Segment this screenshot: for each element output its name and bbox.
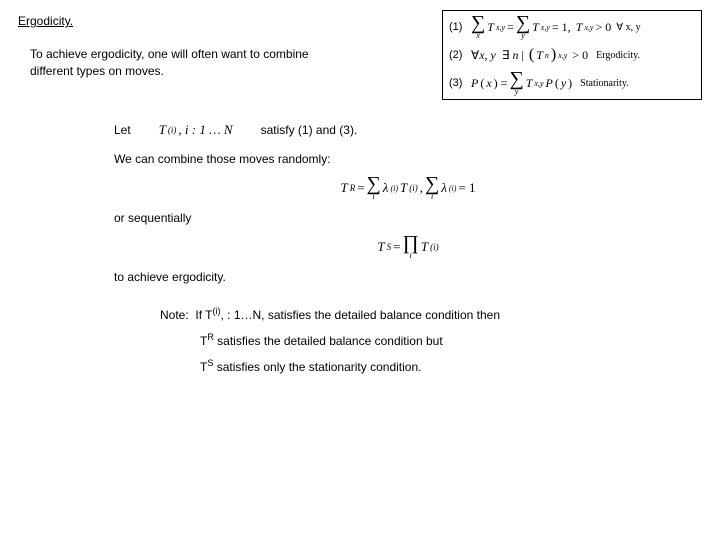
eq-number: (2) (449, 49, 471, 61)
eq-math-3: P(x) = ∑y Tx,y P(y) Stationarity. (471, 71, 629, 96)
note-line-1: Note: If T(i), : 1…N, satisfies the deta… (160, 306, 702, 322)
let-expr: T(i), i : 1 … N (159, 122, 233, 138)
eq-row-2: (2) ∀x, y ∃ n | (Tn)x,y > 0 Ergodicity. (449, 41, 695, 69)
eq-row-3: (3) P(x) = ∑y Tx,y P(y) Stationarity. (449, 69, 695, 97)
formula-TR: TR = ∑i λ(i) T(i) , ∑i λ(i) = 1 (114, 176, 702, 201)
eq2-tail: Ergodicity. (596, 50, 640, 61)
main-block: Let T(i), i : 1 … N satisfy (1) and (3).… (114, 122, 702, 284)
let-line: Let T(i), i : 1 … N satisfy (1) and (3). (114, 122, 702, 138)
achieve-text: to achieve ergodicity. (114, 270, 702, 284)
eq3-tail: Stationarity. (580, 78, 629, 89)
intro-text: To achieve ergodicity, one will often wa… (30, 46, 330, 80)
note-prefix: Note: (160, 308, 189, 322)
eq-math-2: ∀x, y ∃ n | (Tn)x,y > 0 Ergodicity. (471, 46, 640, 64)
eq-row-1: (1) ∑x Tx,y = ∑y Tx,y = 1, Tx,y > 0 ∀ x,… (449, 13, 695, 41)
eq-math-1: ∑x Tx,y = ∑y Tx,y = 1, Tx,y > 0 ∀ x, y (471, 15, 641, 40)
note-block: Note: If T(i), : 1…N, satisfies the deta… (160, 306, 702, 374)
eq-number: (3) (449, 77, 471, 89)
orseq-text: or sequentially (114, 211, 702, 225)
note-line-2: TR satisfies the detailed balance condit… (200, 332, 702, 348)
let-label: Let (114, 123, 131, 137)
equation-box: (1) ∑x Tx,y = ∑y Tx,y = 1, Tx,y > 0 ∀ x,… (442, 10, 702, 100)
let-tail: satisfy (1) and (3). (261, 123, 358, 137)
eq1-tail: ∀ x, y (616, 22, 640, 33)
note-line-3: TS satisfies only the stationarity condi… (200, 358, 702, 374)
formula-TS: TS = ∏i T(i) (114, 235, 702, 260)
eq-number: (1) (449, 21, 471, 33)
combine-text: We can combine those moves randomly: (114, 152, 702, 166)
